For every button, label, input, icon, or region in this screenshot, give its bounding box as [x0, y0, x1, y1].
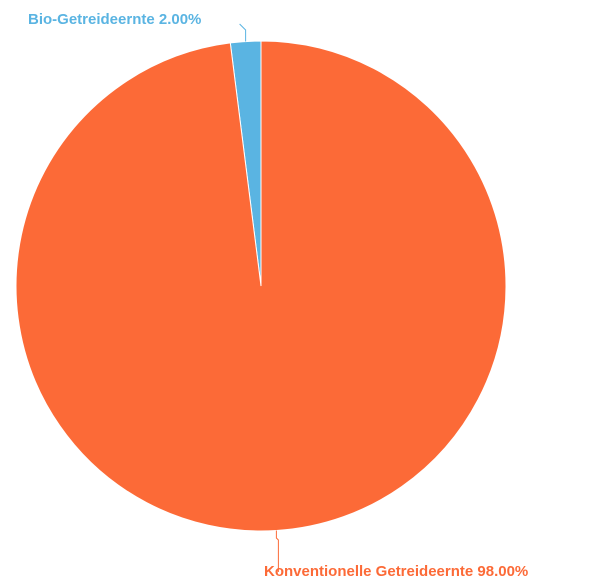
slice-label-konventionelle: Konventionelle Getreideernte 98.00%	[264, 563, 528, 580]
pie-slices	[15, 40, 507, 532]
pie-slice-1	[15, 40, 507, 532]
leader-line-bio	[239, 23, 247, 42]
slice-label-bio: Bio-Getreideernte 2.00%	[28, 11, 201, 28]
leader-line-konventionelle	[275, 530, 279, 572]
label-leader-lines	[239, 23, 279, 572]
